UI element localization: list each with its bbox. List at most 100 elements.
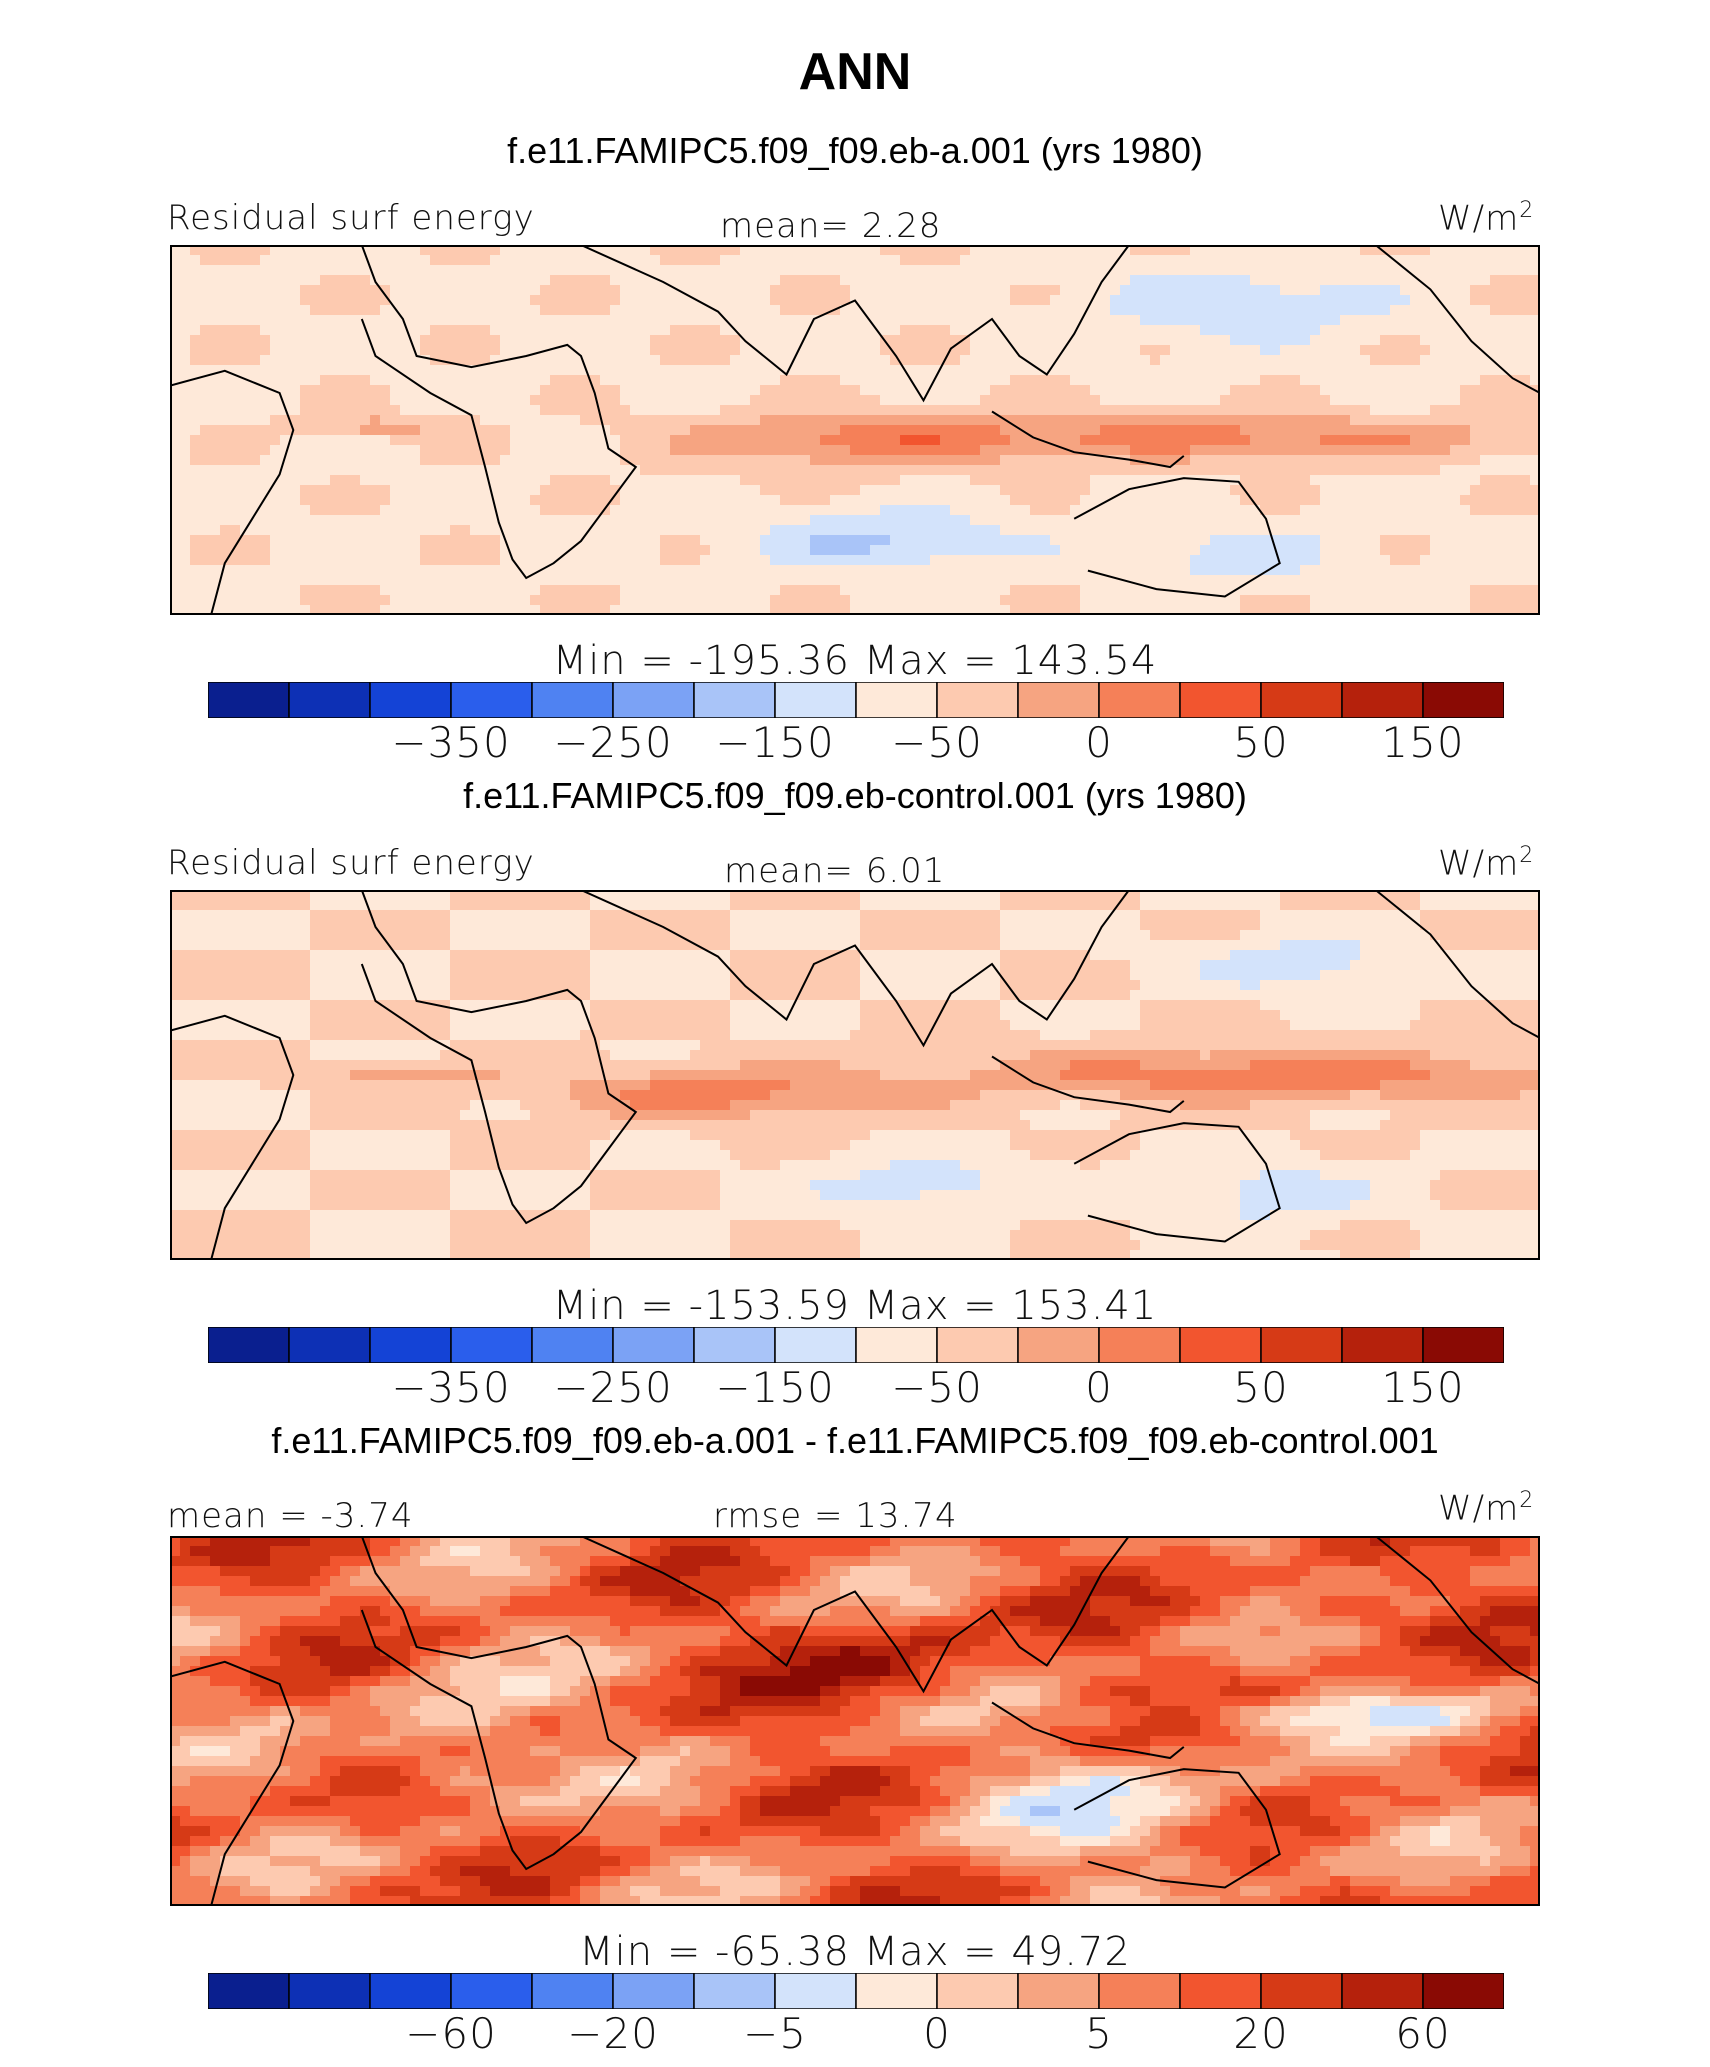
- colorbar-tick-label: 60: [1395, 2009, 1451, 2058]
- colorbar-swatch: [1098, 682, 1181, 718]
- colorbar-swatch: [531, 1973, 614, 2009]
- colorbar-swatch: [1179, 1973, 1262, 2009]
- map-frame: [170, 890, 1540, 1260]
- colorbar-swatch: [936, 1973, 1019, 2009]
- colorbar-swatch: [1017, 1327, 1100, 1363]
- colorbar-tick-label: −60: [405, 2009, 497, 2058]
- colorbar-swatch: [855, 1973, 938, 2009]
- colorbar-swatch: [208, 1327, 290, 1363]
- colorbar-swatch: [774, 682, 857, 718]
- panel-1-map: [170, 245, 1540, 615]
- colorbar-tick-label: −20: [567, 2009, 659, 2058]
- coastline: [1073, 1768, 1281, 1889]
- panel-3-units: W/m2: [1438, 1488, 1535, 1529]
- colorbar-swatch: [450, 1327, 533, 1363]
- colorbar-swatch: [612, 682, 695, 718]
- colorbar-tick-label: −50: [891, 718, 983, 767]
- map-frame: [170, 245, 1540, 615]
- panel-2-map: [170, 890, 1540, 1260]
- panel-3-mean-label: mean = -3.74: [167, 1496, 414, 1536]
- colorbar-tick-label: 0: [1085, 718, 1113, 767]
- coastline: [360, 245, 638, 580]
- colorbar-tick-label: −5: [743, 2009, 807, 2058]
- panel-2-case-title: f.e11.FAMIPC5.f09_f09.eb-control.001 (yr…: [463, 775, 1247, 816]
- colorbar-swatch: [288, 682, 371, 718]
- panel-2-colorbar: [208, 1327, 1504, 1363]
- colorbar-tick-label: 150: [1381, 1363, 1465, 1412]
- colorbar-tick-label: 5: [1085, 2009, 1113, 2058]
- panel-3-minmax: Min = -65.38 Max = 49.72: [579, 1929, 1131, 1975]
- coastline: [580, 1536, 1130, 1694]
- colorbar-swatch: [936, 1327, 1019, 1363]
- colorbar-swatch: [693, 1973, 776, 2009]
- panel-2-minmax: Min = -153.59 Max = 153.41: [552, 1283, 1158, 1329]
- panel-3-colorbar: [208, 1973, 1504, 2009]
- colorbar-swatch: [1422, 1327, 1504, 1363]
- colorbar-tick-label: 50: [1233, 718, 1289, 767]
- coastline: [1374, 890, 1540, 1039]
- colorbar-swatch: [855, 1327, 938, 1363]
- coastline: [991, 410, 1185, 469]
- colorbar-swatch: [450, 682, 533, 718]
- colorbar-swatch: [1179, 682, 1262, 718]
- colorbar-swatch: [450, 1973, 533, 2009]
- colorbar-tick-label: 0: [923, 2009, 951, 2058]
- colorbar-tick-label: −150: [715, 718, 835, 767]
- colorbar-swatch: [612, 1973, 695, 2009]
- panel-3-case-title: f.e11.FAMIPC5.f09_f09.eb-a.001 - f.e11.F…: [271, 1420, 1439, 1461]
- panel-2-variable-label: Residual surf energy: [167, 843, 535, 883]
- panel-1-minmax: Min = -195.36 Max = 143.54: [552, 638, 1158, 684]
- colorbar-swatch: [936, 682, 1019, 718]
- colorbar-tick-label: −150: [715, 1363, 835, 1412]
- panel-1-units: W/m2: [1438, 198, 1535, 239]
- panel-3-rmse-label: rmse = 13.74: [713, 1496, 958, 1536]
- coastline: [360, 1536, 638, 1871]
- coastline: [991, 1701, 1185, 1760]
- colorbar-swatch: [1260, 1327, 1343, 1363]
- colorbar-swatch: [369, 1327, 452, 1363]
- coastline: [580, 890, 1130, 1048]
- colorbar-swatch: [1179, 1327, 1262, 1363]
- panel-1-colorbar: [208, 682, 1504, 718]
- colorbar-swatch: [1098, 1973, 1181, 2009]
- colorbar-swatch: [531, 682, 614, 718]
- colorbar-swatch: [208, 1973, 290, 2009]
- colorbar-tick-label: −350: [391, 1363, 511, 1412]
- colorbar-swatch: [774, 1973, 857, 2009]
- colorbar-swatch: [208, 682, 290, 718]
- coastline: [991, 1055, 1185, 1114]
- colorbar-swatch: [1341, 1327, 1424, 1363]
- coastline: [170, 1660, 295, 1906]
- panel-2-mean-label: mean= 6.01: [724, 851, 946, 891]
- coastline: [1374, 1536, 1540, 1685]
- map-frame: [170, 1536, 1540, 1906]
- colorbar-tick-label: 150: [1381, 718, 1465, 767]
- coastline: [170, 1014, 295, 1260]
- colorbar-tick-label: 50: [1233, 1363, 1289, 1412]
- colorbar-swatch: [1260, 1973, 1343, 2009]
- contour-field: [170, 245, 1540, 615]
- coastline: [360, 890, 638, 1225]
- colorbar-swatch: [693, 682, 776, 718]
- panel-1-mean-label: mean= 2.28: [720, 206, 942, 246]
- colorbar-swatch: [288, 1327, 371, 1363]
- colorbar-swatch: [369, 682, 452, 718]
- colorbar-tick-label: 20: [1233, 2009, 1289, 2058]
- colorbar-swatch: [693, 1327, 776, 1363]
- colorbar-swatch: [1260, 682, 1343, 718]
- colorbar-tick-label: −250: [553, 718, 673, 767]
- colorbar-swatch: [1341, 682, 1424, 718]
- colorbar-swatch: [1017, 682, 1100, 718]
- coastline: [1073, 1122, 1281, 1243]
- panel-1-variable-label: Residual surf energy: [167, 198, 535, 238]
- colorbar-swatch: [855, 682, 938, 718]
- panel-2-units: W/m2: [1438, 843, 1535, 884]
- colorbar-swatch: [531, 1327, 614, 1363]
- colorbar-tick-label: −250: [553, 1363, 673, 1412]
- colorbar-swatch: [612, 1327, 695, 1363]
- colorbar-tick-label: 0: [1085, 1363, 1113, 1412]
- colorbar-swatch: [1017, 1973, 1100, 2009]
- coastline: [1073, 477, 1281, 598]
- panel-1-case-title: f.e11.FAMIPC5.f09_f09.eb-a.001 (yrs 1980…: [507, 130, 1203, 171]
- coastline: [170, 369, 295, 615]
